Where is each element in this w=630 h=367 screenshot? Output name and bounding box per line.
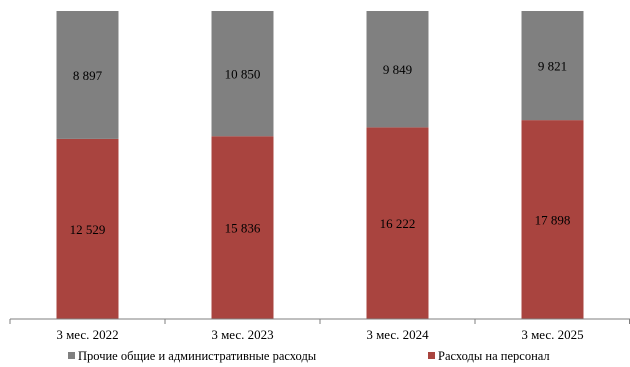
bar-other-admin-label-1: 8 897 (73, 68, 103, 83)
bar-personnel-2 (211, 136, 274, 319)
bar-personnel-4 (521, 120, 584, 319)
x-tick-label-4: 3 мес. 2025 (521, 327, 583, 342)
x-tick-label-1: 3 мес. 2022 (56, 327, 118, 342)
bars-group (56, 11, 584, 319)
legend: Прочие общие и административные расходы Р… (68, 349, 550, 363)
bar-other-admin-1 (56, 11, 119, 139)
x-tick-label-3: 3 мес. 2024 (366, 327, 429, 342)
bar-personnel-label-4: 17 898 (535, 213, 571, 228)
bar-personnel-label-3: 16 222 (380, 216, 416, 231)
bar-labels-group: 12 529 8 897 15 836 10 850 16 222 9 849 17 898… (70, 59, 571, 237)
bar-other-admin-label-3: 9 849 (383, 62, 412, 77)
bar-other-admin-label-2: 10 850 (225, 67, 261, 82)
bar-other-admin-label-4: 9 821 (538, 59, 567, 74)
legend-label-other-admin: Прочие общие и административные расходы (78, 349, 317, 363)
bar-other-admin-4 (521, 11, 584, 121)
bar-personnel-label-1: 12 529 (70, 222, 106, 237)
bar-other-admin-2 (211, 11, 274, 137)
x-tick-label-2: 3 мес. 2023 (211, 327, 273, 342)
bar-other-admin-3 (366, 11, 429, 128)
bar-personnel-1 (56, 138, 119, 319)
bar-personnel-label-2: 15 836 (225, 221, 261, 236)
x-axis: 3 мес. 2022 3 мес. 2023 3 мес. 2024 3 мес. … (9, 318, 630, 342)
legend-swatch-personnel (428, 352, 435, 359)
legend-swatch-other-admin (68, 352, 75, 359)
legend-label-personnel: Расходы на персонал (438, 349, 550, 363)
bar-personnel-3 (366, 127, 429, 319)
